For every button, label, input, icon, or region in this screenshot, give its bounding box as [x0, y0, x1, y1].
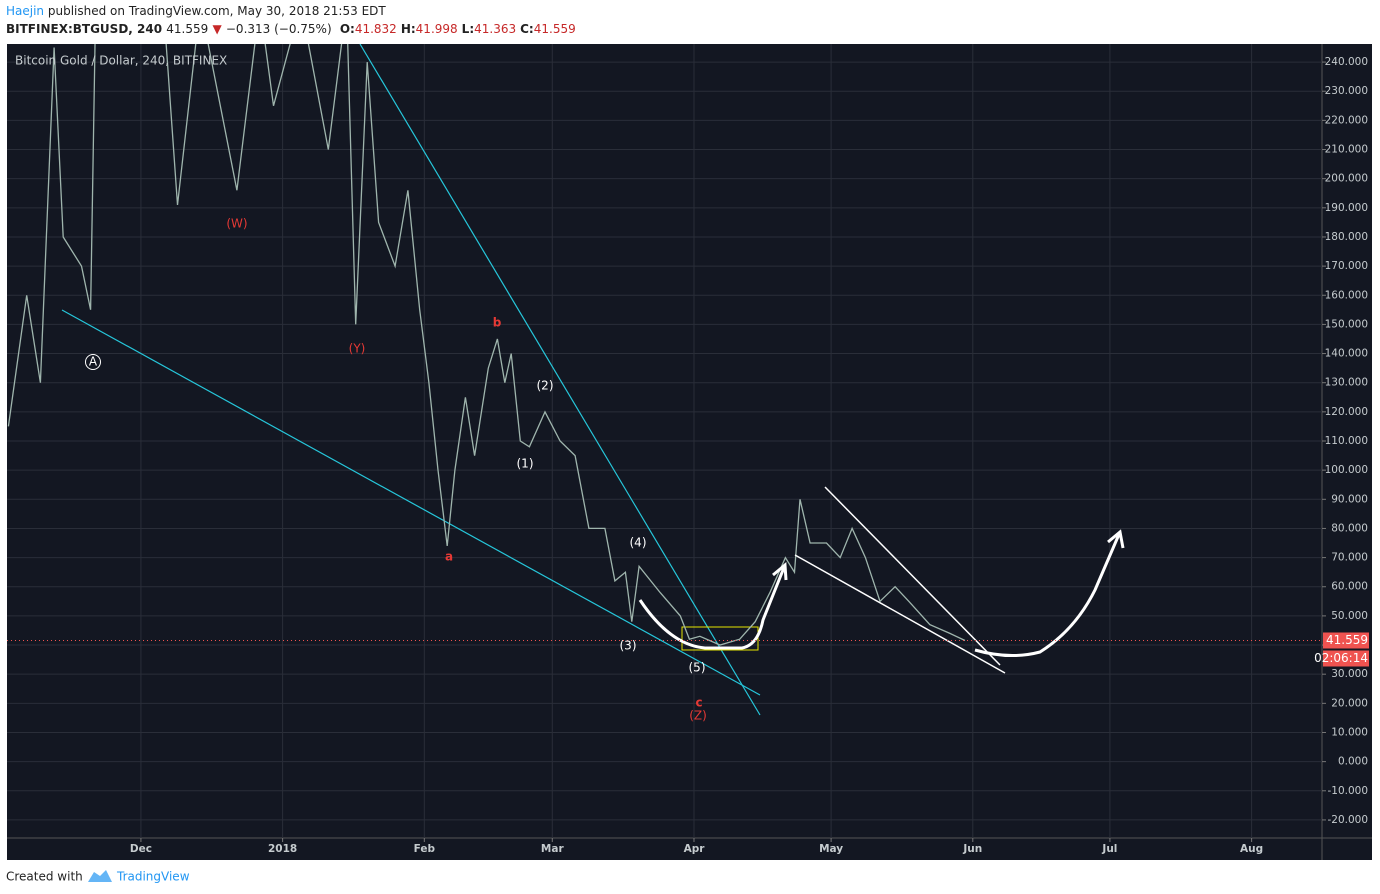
y-tick-label: 160.000 [1325, 289, 1368, 301]
price-tag-label: 41.559 [1326, 633, 1368, 647]
y-tick-label: 240.000 [1325, 56, 1368, 68]
wave-label: (4) [630, 536, 647, 550]
ohlc-key: H: [401, 22, 416, 36]
wave-label: (2) [537, 379, 554, 393]
symbol-line: BITFINEX:BTGUSD, 240 41.559 ▼ −0.313 (−0… [6, 22, 576, 36]
wave-label: b [493, 316, 502, 330]
footer-brand[interactable]: TradingView [116, 870, 190, 884]
y-tick-label: 210.000 [1325, 144, 1368, 156]
y-tick-label: 70.000 [1331, 552, 1368, 564]
ohlc: O:41.832 H:41.998 L:41.363 C:41.559 [340, 22, 576, 36]
wave-label: A [89, 355, 98, 369]
x-tick-label: Mar [541, 843, 565, 855]
chart-title: Bitcoin Gold / Dollar, 240, BITFINEX [15, 54, 227, 68]
y-tick-label: 20.000 [1331, 697, 1368, 709]
wave-label: (3) [620, 639, 637, 653]
channel-line [824, 486, 1001, 666]
ohlc-value: 41.832 [355, 22, 397, 36]
trend-line [61, 309, 761, 696]
y-tick-label: -20.000 [1327, 814, 1368, 826]
change: −0.313 (−0.75%) [226, 22, 332, 36]
y-tick-label: 80.000 [1331, 522, 1368, 534]
price-line [7, 44, 966, 646]
x-tick-label: Dec [130, 843, 152, 855]
x-tick-label: 2018 [268, 843, 297, 855]
y-tick-label: 130.000 [1325, 377, 1368, 389]
countdown-tag [1323, 650, 1369, 667]
chart-area [7, 44, 1372, 860]
y-tick-label: 230.000 [1325, 85, 1368, 97]
box [681, 626, 759, 651]
y-tick-label: 180.000 [1325, 231, 1368, 243]
x-tick-label: Aug [1240, 843, 1263, 855]
wave-label: c [695, 696, 702, 710]
y-tick-label: 150.000 [1325, 318, 1368, 330]
wave-label: a [445, 550, 453, 564]
projection-arrow [974, 531, 1122, 658]
y-tick-label: 0.000 [1338, 756, 1368, 768]
trend-line [359, 44, 761, 716]
price-tag [1323, 632, 1369, 649]
y-tick-label: 90.000 [1331, 493, 1368, 505]
arrow-head [772, 561, 788, 581]
x-tick-label: Feb [414, 843, 436, 855]
ohlc-key: L: [462, 22, 474, 36]
author[interactable]: Haejin [6, 4, 44, 18]
brand-logo [88, 870, 112, 882]
y-tick-label: 110.000 [1325, 435, 1368, 447]
x-tick-label: Jun [962, 843, 982, 855]
last: 41.559 [166, 22, 208, 36]
channel-line [794, 554, 1006, 674]
arrow: ▼ [212, 22, 222, 36]
y-tick-label: 220.000 [1325, 114, 1368, 126]
y-tick-label: 120.000 [1325, 406, 1368, 418]
y-tick-label: 200.000 [1325, 173, 1368, 185]
header-line: Haejin published on TradingView.com, May… [6, 4, 386, 18]
y-tick-label: 50.000 [1331, 610, 1368, 622]
published: published on TradingView.com, May 30, 20… [48, 4, 387, 18]
drawings [638, 486, 1125, 674]
x-tick-label: Jul [1101, 843, 1117, 855]
y-tick-label: 30.000 [1331, 668, 1368, 680]
ohlc-key: O: [340, 22, 355, 36]
symbol: BITFINEX:BTGUSD, 240 [6, 22, 162, 36]
ohlc-value: 41.363 [474, 22, 516, 36]
countdown-label: 02:06:14 [1314, 651, 1368, 665]
plot [7, 44, 966, 716]
ohlc-key: C: [520, 22, 534, 36]
curve-arrow [638, 564, 787, 650]
wave-label: (W) [226, 217, 247, 231]
y-tick-label: 10.000 [1331, 726, 1368, 738]
y-tick-label: 140.000 [1325, 348, 1368, 360]
wave-label: (Z) [689, 709, 707, 723]
wave-label: (1) [517, 457, 534, 471]
circle-mark [85, 354, 101, 370]
x-tick-label: Apr [684, 843, 706, 855]
y-tick-label: 60.000 [1331, 581, 1368, 593]
y-tick-label: 100.000 [1325, 464, 1368, 476]
ohlc-value: 41.559 [534, 22, 576, 36]
y-tick-label: 170.000 [1325, 260, 1368, 272]
grid [7, 44, 1372, 860]
wave-label: (Y) [349, 342, 366, 356]
arrow-head [1107, 529, 1125, 549]
wave-label: (5) [689, 661, 706, 675]
x-tick-label: May [819, 843, 843, 855]
footer-prefix: Created with [6, 870, 83, 884]
y-tick-label: 190.000 [1325, 202, 1368, 214]
ohlc-value: 41.998 [416, 22, 458, 36]
y-tick-label: -10.000 [1327, 785, 1368, 797]
